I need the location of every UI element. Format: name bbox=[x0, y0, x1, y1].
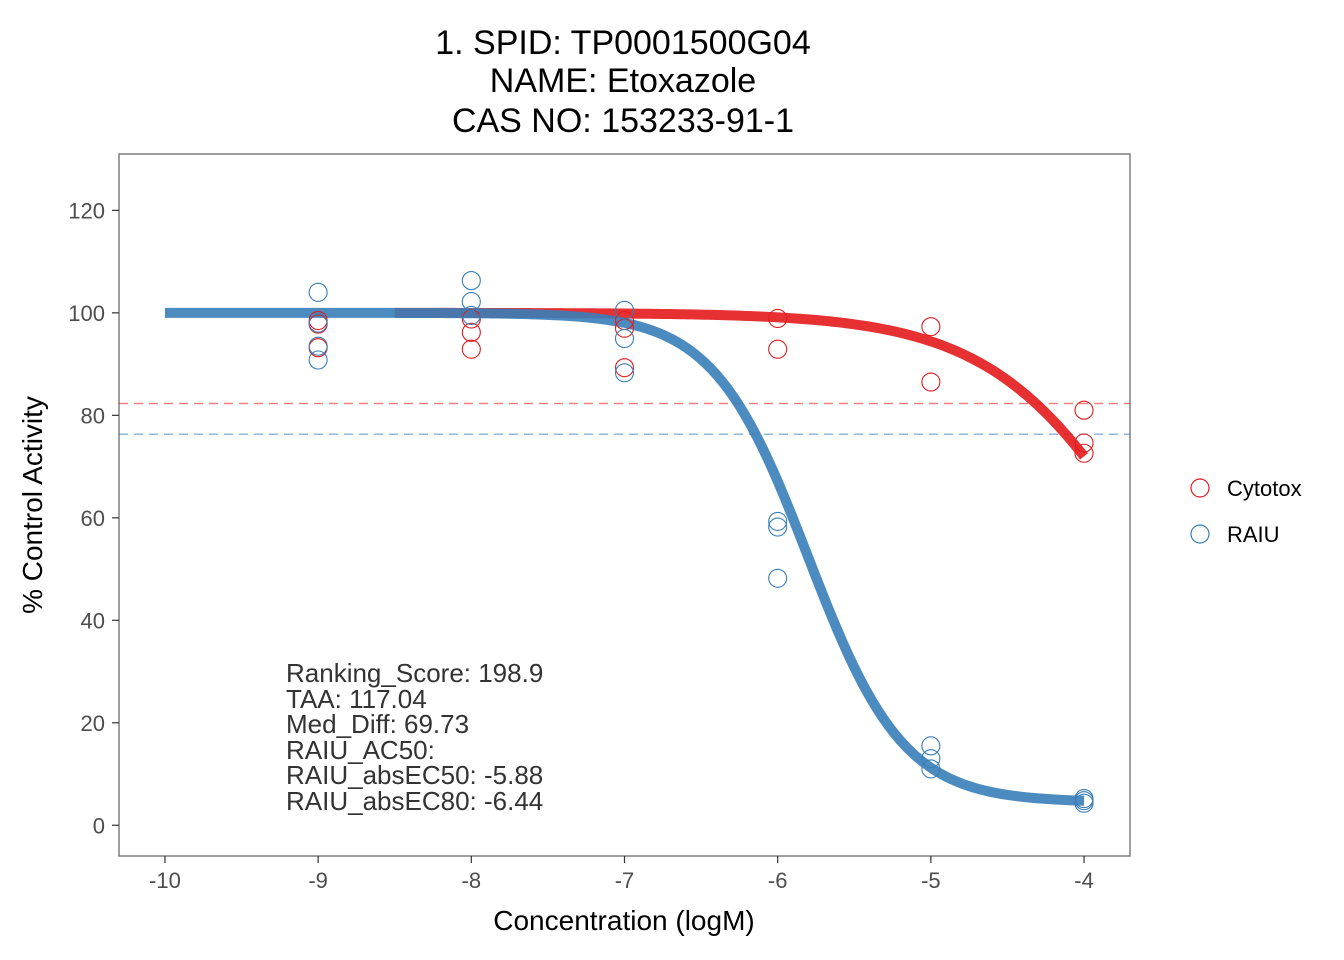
data-point-raiu bbox=[614, 328, 635, 349]
stats-annotation: Ranking_Score: 198.9 TAA: 117.04 Med_Dif… bbox=[286, 658, 543, 816]
data-point-cytotox bbox=[1074, 443, 1094, 463]
x-tick-label: -6 bbox=[768, 868, 788, 893]
data-point-raiu bbox=[308, 282, 328, 302]
data-point-raiu bbox=[308, 336, 328, 356]
data-point-raiu bbox=[614, 363, 635, 383]
title-line-1: 1. SPID: TP0001500G04 bbox=[435, 24, 811, 62]
data-point-raiu bbox=[308, 350, 328, 370]
x-tick-label: -8 bbox=[462, 868, 482, 893]
chart-title: 1. SPID: TP0001500G04 NAME: Etoxazole CA… bbox=[435, 24, 811, 140]
data-point-cytotox bbox=[921, 317, 941, 337]
y-tick-label: 60 bbox=[81, 506, 105, 531]
data-point-cytotox bbox=[461, 309, 481, 329]
y-axis-title: % Control Activity bbox=[17, 396, 48, 614]
annotation-raiu-absec80: RAIU_absEC80: -6.44 bbox=[286, 786, 543, 816]
cutoff-lines bbox=[119, 402, 1130, 436]
x-tick-label: -4 bbox=[1074, 868, 1094, 893]
x-tick-label: -9 bbox=[308, 868, 328, 893]
y-tick-label: 0 bbox=[93, 813, 105, 838]
annotation-raiu-ac50: RAIU_AC50: bbox=[286, 735, 435, 765]
x-axis-title: Concentration (logM) bbox=[493, 905, 754, 936]
data-point-raiu bbox=[921, 749, 941, 769]
data-point-cytotox bbox=[921, 372, 941, 392]
data-point-raiu bbox=[921, 759, 941, 779]
y-axis: 0 20 40 60 80 100 120 bbox=[68, 198, 119, 838]
data-point-raiu bbox=[461, 271, 481, 291]
data-points bbox=[308, 271, 1094, 813]
x-axis: -10 -9 -8 -7 -6 -5 -4 bbox=[149, 856, 1094, 893]
y-tick-label: 120 bbox=[68, 198, 105, 223]
legend: Cytotox RAIU bbox=[1190, 476, 1302, 547]
legend-label-raiu: RAIU bbox=[1227, 522, 1280, 547]
x-tick-label: -5 bbox=[921, 868, 941, 893]
y-tick-label: 40 bbox=[81, 608, 105, 633]
legend-label-cytotox: Cytotox bbox=[1227, 476, 1302, 501]
data-point-raiu bbox=[921, 736, 941, 756]
x-tick-label: -7 bbox=[615, 868, 635, 893]
annotation-taa: TAA: 117.04 bbox=[286, 684, 427, 714]
annotation-raiu-absec50: RAIU_absEC50: -5.88 bbox=[286, 760, 543, 790]
legend-key-raiu bbox=[1190, 524, 1210, 544]
data-point-cytotox bbox=[461, 322, 481, 342]
y-tick-label: 20 bbox=[81, 711, 105, 736]
data-point-raiu bbox=[768, 511, 788, 531]
data-point-cytotox bbox=[768, 308, 788, 329]
x-tick-label: -10 bbox=[149, 868, 181, 893]
plot-panel bbox=[118, 153, 1131, 857]
legend-key-cytotox bbox=[1190, 478, 1210, 498]
data-point-cytotox bbox=[1074, 433, 1094, 453]
data-point-raiu bbox=[768, 517, 788, 537]
data-point-cytotox bbox=[461, 339, 481, 359]
data-point-raiu bbox=[461, 292, 481, 312]
annotation-ranking-score: Ranking_Score: 198.9 bbox=[286, 658, 543, 688]
data-point-cytotox bbox=[1074, 400, 1094, 420]
data-point-cytotox bbox=[768, 339, 788, 359]
data-point-raiu bbox=[614, 300, 635, 320]
y-tick-label: 80 bbox=[81, 403, 105, 428]
y-tick-label: 100 bbox=[68, 301, 105, 326]
title-line-2: NAME: Etoxazole bbox=[490, 62, 756, 100]
title-line-3: CAS NO: 153233-91-1 bbox=[452, 102, 794, 140]
data-point-raiu bbox=[461, 305, 481, 325]
data-point-cytotox bbox=[614, 358, 635, 378]
data-point-raiu bbox=[308, 313, 328, 333]
data-point-raiu bbox=[1074, 793, 1094, 813]
annotation-med-diff: Med_Diff: 69.73 bbox=[286, 709, 469, 739]
data-point-raiu bbox=[768, 568, 788, 588]
